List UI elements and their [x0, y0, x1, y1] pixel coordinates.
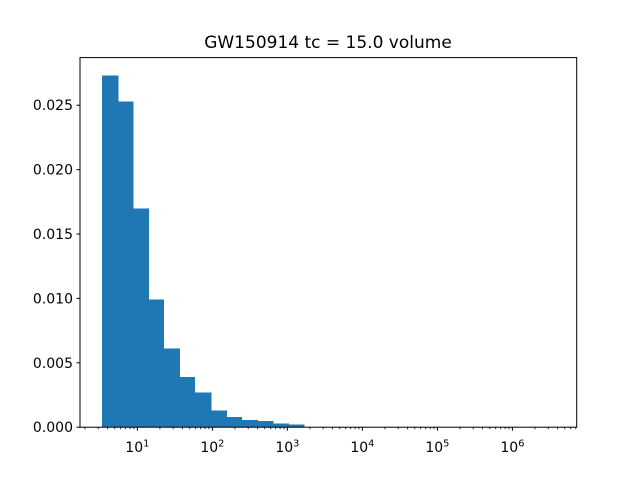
x-axis-tick-label: 101	[125, 439, 149, 457]
x-axis-tick-labels: 101 102 103 104 105 106	[125, 439, 524, 457]
y-axis-tick-label: 0.010	[33, 291, 73, 307]
histogram-bar	[242, 420, 258, 428]
histogram-bar	[133, 208, 149, 428]
y-axis-tick-label: 0.020	[33, 163, 73, 179]
x-axis-tick-label: 106	[500, 439, 524, 457]
histogram-bar	[148, 299, 165, 428]
histogram-bar	[164, 348, 181, 428]
histogram-bar	[118, 101, 134, 428]
x-axis-tick-label: 104	[350, 439, 374, 457]
axes-frame	[79, 57, 578, 428]
histogram-bar	[273, 423, 289, 428]
histogram-bar	[180, 376, 196, 428]
histogram-bar	[211, 410, 228, 428]
x-axis-tick-label: 103	[275, 439, 299, 457]
y-axis-tick-labels: 0.000 0.005 0.010 0.015 0.020 0.025	[33, 98, 73, 436]
histogram-bar	[288, 424, 305, 428]
histogram-bars	[102, 75, 305, 428]
y-axis-tick-label: 0.015	[33, 227, 73, 243]
x-axis-tick-label: 102	[200, 439, 224, 457]
y-axis-tick-label: 0.025	[33, 98, 73, 114]
histogram-bar	[195, 392, 212, 428]
x-axis-ticks	[84, 427, 577, 431]
histogram-bar	[257, 420, 274, 428]
y-axis-ticks	[76, 104, 80, 428]
histogram-bar	[102, 75, 119, 428]
x-axis-tick-label: 105	[425, 439, 449, 457]
histogram-bar	[227, 416, 243, 428]
y-axis-tick-label: 0.000	[33, 420, 73, 436]
chart-title: GW150914 tc = 15.0 volume	[204, 33, 452, 53]
y-axis-tick-label: 0.005	[33, 356, 73, 372]
